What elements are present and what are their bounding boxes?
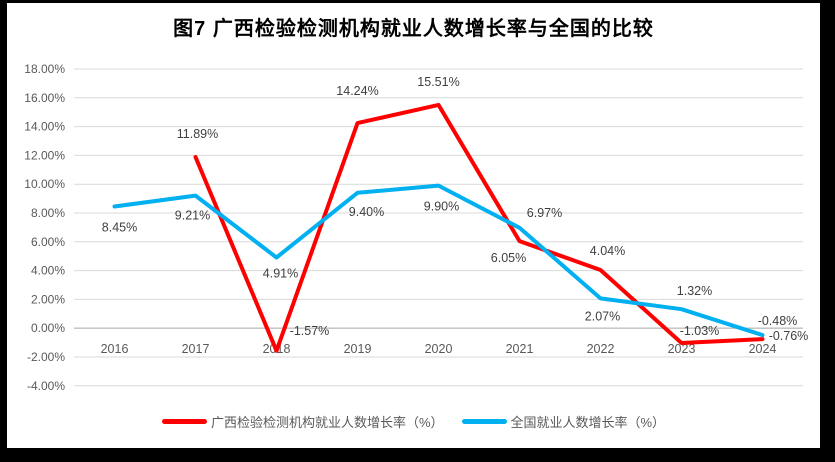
y-axis-tick-label: 8.00% [31,206,65,220]
legend-swatch-blue-line-icon [461,419,507,424]
x-axis-tick-label: 2020 [425,342,453,356]
data-label: 2.07% [585,309,620,323]
x-axis-tick-label: 2017 [182,342,210,356]
line-chart-plot: 18.00% 16.00% 14.00% 12.00% 10.00% 8.00% 6.00%… [24,62,809,393]
legend-label-national: 全国就业人数增长率（%） [510,415,666,430]
data-label: 4.91% [263,266,298,280]
legend-item-national: 全国就业人数增长率（%） [461,412,666,431]
series-line-1 [112,183,765,338]
y-axis-tick-label: -4.00% [27,379,65,393]
data-label: -1.57% [290,324,330,338]
x-axis-tick-label: 2022 [587,342,615,356]
x-axis-tick-label: 2016 [101,342,129,356]
data-label: -1.03% [680,324,720,338]
legend-item-guangxi: 广西检验检测机构就业人数增长率（%） [161,412,444,431]
data-label: 11.89% [177,127,218,141]
legend-label-guangxi: 广西检验检测机构就业人数增长率（%） [210,415,444,430]
y-axis-tick-label: 2.00% [31,292,65,306]
y-axis-tick-label: 6.00% [31,235,65,249]
data-label: 1.32% [677,284,712,298]
series-line-0 [193,102,765,353]
y-axis-tick-label: 4.00% [31,264,65,278]
x-axis-tick-label: 2024 [749,342,777,356]
data-label: 9.40% [349,205,384,219]
data-label: 15.51% [417,75,459,89]
legend: 广西检验检测机构就业人数增长率（%） 全国就业人数增长率（%） [7,412,820,431]
chart-title: 图7 广西检验检测机构就业人数增长率与全国的比较 [173,18,654,40]
y-axis-tick-label: 14.00% [24,120,65,134]
y-axis-tick-label: 10.00% [24,177,65,191]
y-axis-tick-label: 16.00% [24,91,65,105]
y-axis-tick-label: -2.00% [27,350,65,364]
x-axis-tick-label: 2019 [344,342,372,356]
y-axis-tick-label: 0.00% [31,321,65,335]
legend-swatch-red-line-icon [161,419,207,424]
data-label: 4.04% [590,244,625,258]
data-label: -0.48% [758,314,798,328]
data-label: 9.21% [175,209,210,223]
y-axis-tick-label: 12.00% [24,148,65,162]
data-label: -0.76% [769,329,809,343]
y-axis-tick-label: 18.00% [24,62,65,76]
x-axis-tick-label: 2023 [668,342,696,356]
data-label: 6.05% [491,251,526,265]
data-label: 9.90% [424,200,459,214]
data-label: 8.45% [102,221,137,235]
data-label: 14.24% [336,84,378,98]
data-label: 6.97% [527,206,562,220]
x-axis-tick-label: 2021 [506,342,534,356]
